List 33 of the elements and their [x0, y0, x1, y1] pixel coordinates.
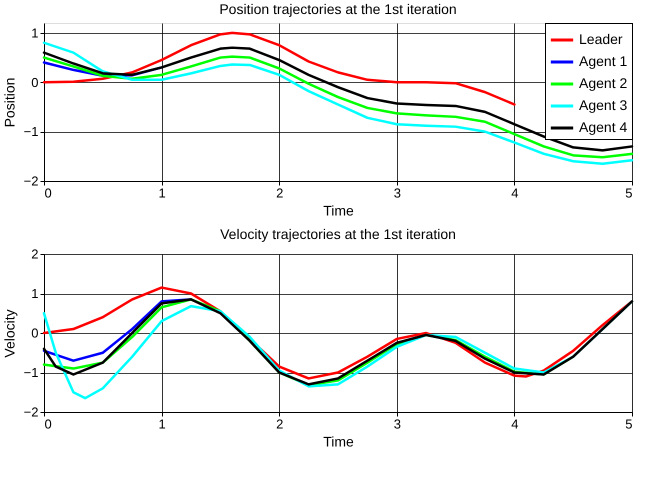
x-tick-label: 3: [394, 186, 401, 200]
y-tick-label: −2: [24, 174, 38, 188]
chart-title: Velocity trajectories at the 1st iteration: [220, 226, 456, 242]
x-axis-title: Time: [323, 202, 354, 218]
y-axis-title: Velocity: [2, 309, 18, 358]
y-tick-label: −1: [24, 124, 38, 140]
x-tick-label: 4: [511, 416, 519, 432]
legend-label: Leader: [579, 31, 623, 47]
x-tick-label: 0: [44, 186, 52, 200]
y-tick-label: −1: [24, 365, 38, 380]
x-tick-label: 2: [276, 186, 284, 200]
chart-title: Position trajectories at the 1st iteration: [219, 1, 457, 17]
x-tick-label: 0: [44, 416, 52, 432]
x-axis-title: Time: [323, 434, 354, 450]
y-tick-label: −2: [24, 404, 38, 420]
legend-label: Agent 3: [579, 97, 628, 113]
y-tick-label: 2: [31, 246, 38, 262]
x-tick-label: 4: [511, 186, 519, 200]
x-tick-label: 5: [625, 416, 632, 432]
x-tick-label: 2: [276, 416, 284, 432]
legend-label: Agent 1: [579, 53, 628, 69]
y-tick-label: 1: [31, 286, 38, 301]
y-tick-label: 1: [31, 25, 38, 40]
x-tick-label: 1: [158, 186, 166, 200]
x-tick-label: 1: [158, 416, 166, 432]
y-tick-label: 0: [31, 326, 38, 340]
y-tick-label: 0: [31, 74, 38, 90]
legend-label: Agent 4: [579, 119, 628, 135]
x-tick-label: 3: [394, 416, 401, 432]
y-axis-title: Position: [2, 78, 18, 128]
x-tick-label: 5: [625, 186, 632, 200]
legend-label: Agent 2: [579, 75, 628, 91]
line-series: [42, 32, 516, 106]
